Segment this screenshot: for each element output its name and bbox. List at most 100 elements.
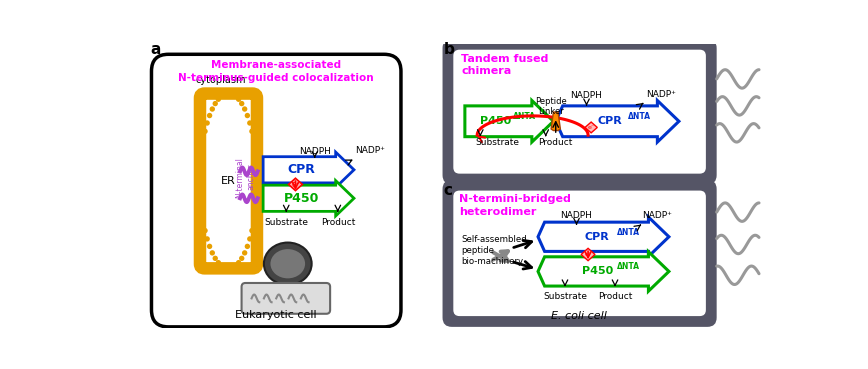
Ellipse shape (202, 228, 207, 233)
Ellipse shape (213, 101, 218, 106)
Polygon shape (585, 122, 597, 133)
Text: CPR: CPR (585, 232, 609, 242)
Text: ΔNTA: ΔNTA (616, 262, 640, 271)
Ellipse shape (201, 219, 206, 224)
Ellipse shape (233, 93, 238, 99)
Ellipse shape (198, 157, 203, 163)
Ellipse shape (253, 209, 258, 215)
Ellipse shape (207, 113, 213, 118)
Polygon shape (288, 178, 302, 190)
Polygon shape (551, 112, 561, 131)
Ellipse shape (199, 209, 205, 215)
Text: ΔNTA: ΔNTA (513, 112, 536, 121)
Ellipse shape (253, 199, 259, 204)
Text: c: c (444, 183, 452, 198)
Ellipse shape (213, 256, 218, 261)
Ellipse shape (197, 178, 203, 184)
Text: NADP⁺: NADP⁺ (642, 211, 672, 220)
Text: cytoplasm: cytoplasm (195, 75, 246, 85)
Text: Eukaryotic cell: Eukaryotic cell (235, 310, 317, 320)
Ellipse shape (239, 256, 245, 261)
Ellipse shape (251, 219, 256, 224)
Ellipse shape (229, 92, 234, 97)
Ellipse shape (198, 199, 203, 204)
Ellipse shape (254, 168, 260, 173)
Polygon shape (582, 248, 595, 261)
Polygon shape (538, 217, 669, 256)
Text: Substrate: Substrate (475, 138, 519, 147)
Text: E. coli cell: E. coli cell (551, 311, 607, 321)
Ellipse shape (242, 106, 247, 112)
Text: Product: Product (320, 218, 355, 227)
FancyBboxPatch shape (241, 283, 330, 314)
Ellipse shape (222, 265, 227, 270)
Ellipse shape (201, 138, 206, 143)
Ellipse shape (202, 129, 207, 134)
Ellipse shape (251, 138, 256, 143)
Ellipse shape (215, 260, 221, 265)
Ellipse shape (271, 249, 305, 278)
FancyBboxPatch shape (453, 190, 706, 316)
Text: Membrane-associated
N-terminus-guided colocalization: Membrane-associated N-terminus-guided co… (179, 60, 374, 83)
Ellipse shape (198, 189, 203, 194)
Ellipse shape (254, 189, 260, 194)
Text: ER: ER (221, 176, 236, 186)
Ellipse shape (207, 244, 213, 249)
Text: NADPH: NADPH (299, 147, 331, 156)
Ellipse shape (226, 266, 231, 271)
Text: CPR: CPR (597, 116, 622, 126)
Ellipse shape (245, 244, 250, 249)
Ellipse shape (205, 120, 210, 126)
Text: P450: P450 (582, 266, 613, 276)
Ellipse shape (242, 250, 247, 256)
Text: P450: P450 (480, 116, 511, 126)
Ellipse shape (215, 97, 221, 102)
Text: ΔNTA: ΔNTA (616, 228, 640, 237)
FancyBboxPatch shape (152, 54, 401, 327)
Ellipse shape (253, 147, 258, 153)
Text: e⁻: e⁻ (588, 125, 595, 130)
Text: NADP⁺: NADP⁺ (646, 90, 675, 99)
Ellipse shape (205, 236, 210, 242)
Ellipse shape (253, 157, 259, 163)
Ellipse shape (247, 236, 253, 242)
Text: Product: Product (598, 292, 632, 301)
Ellipse shape (236, 97, 241, 102)
Ellipse shape (254, 178, 260, 184)
Text: Self-assembled
peptide
bio-machinery: Self-assembled peptide bio-machinery (461, 235, 527, 266)
Ellipse shape (236, 260, 241, 265)
Ellipse shape (219, 263, 224, 269)
Polygon shape (556, 100, 679, 142)
Ellipse shape (226, 91, 231, 96)
Ellipse shape (229, 265, 234, 270)
Ellipse shape (239, 101, 245, 106)
Polygon shape (263, 180, 354, 216)
Text: Peptide
Linker: Peptide Linker (536, 97, 567, 116)
Text: NADPH: NADPH (570, 92, 602, 100)
Text: Tandem fused
chimera: Tandem fused chimera (461, 54, 549, 76)
Ellipse shape (209, 106, 215, 112)
Ellipse shape (247, 120, 253, 126)
Ellipse shape (222, 92, 227, 97)
Ellipse shape (219, 93, 224, 99)
Text: e⁻: e⁻ (291, 180, 299, 189)
Text: CPR: CPR (287, 163, 316, 176)
Text: ΔNTA: ΔNTA (628, 112, 651, 121)
Text: P450: P450 (284, 192, 319, 205)
Text: e⁻: e⁻ (584, 252, 592, 257)
Ellipse shape (249, 129, 254, 134)
Text: a: a (151, 42, 161, 56)
Polygon shape (263, 152, 354, 187)
Ellipse shape (233, 263, 238, 269)
FancyBboxPatch shape (443, 180, 717, 327)
Text: Substrate: Substrate (264, 218, 308, 227)
FancyBboxPatch shape (200, 94, 257, 268)
Text: NADP⁺: NADP⁺ (356, 146, 385, 155)
Text: N-terminal
anchor: N-terminal anchor (236, 157, 255, 197)
FancyBboxPatch shape (453, 50, 706, 174)
Ellipse shape (209, 250, 215, 256)
Ellipse shape (245, 113, 250, 118)
Text: N-termini-bridged
heterodimer: N-termini-bridged heterodimer (458, 194, 570, 217)
Polygon shape (538, 252, 669, 291)
Polygon shape (465, 100, 554, 142)
